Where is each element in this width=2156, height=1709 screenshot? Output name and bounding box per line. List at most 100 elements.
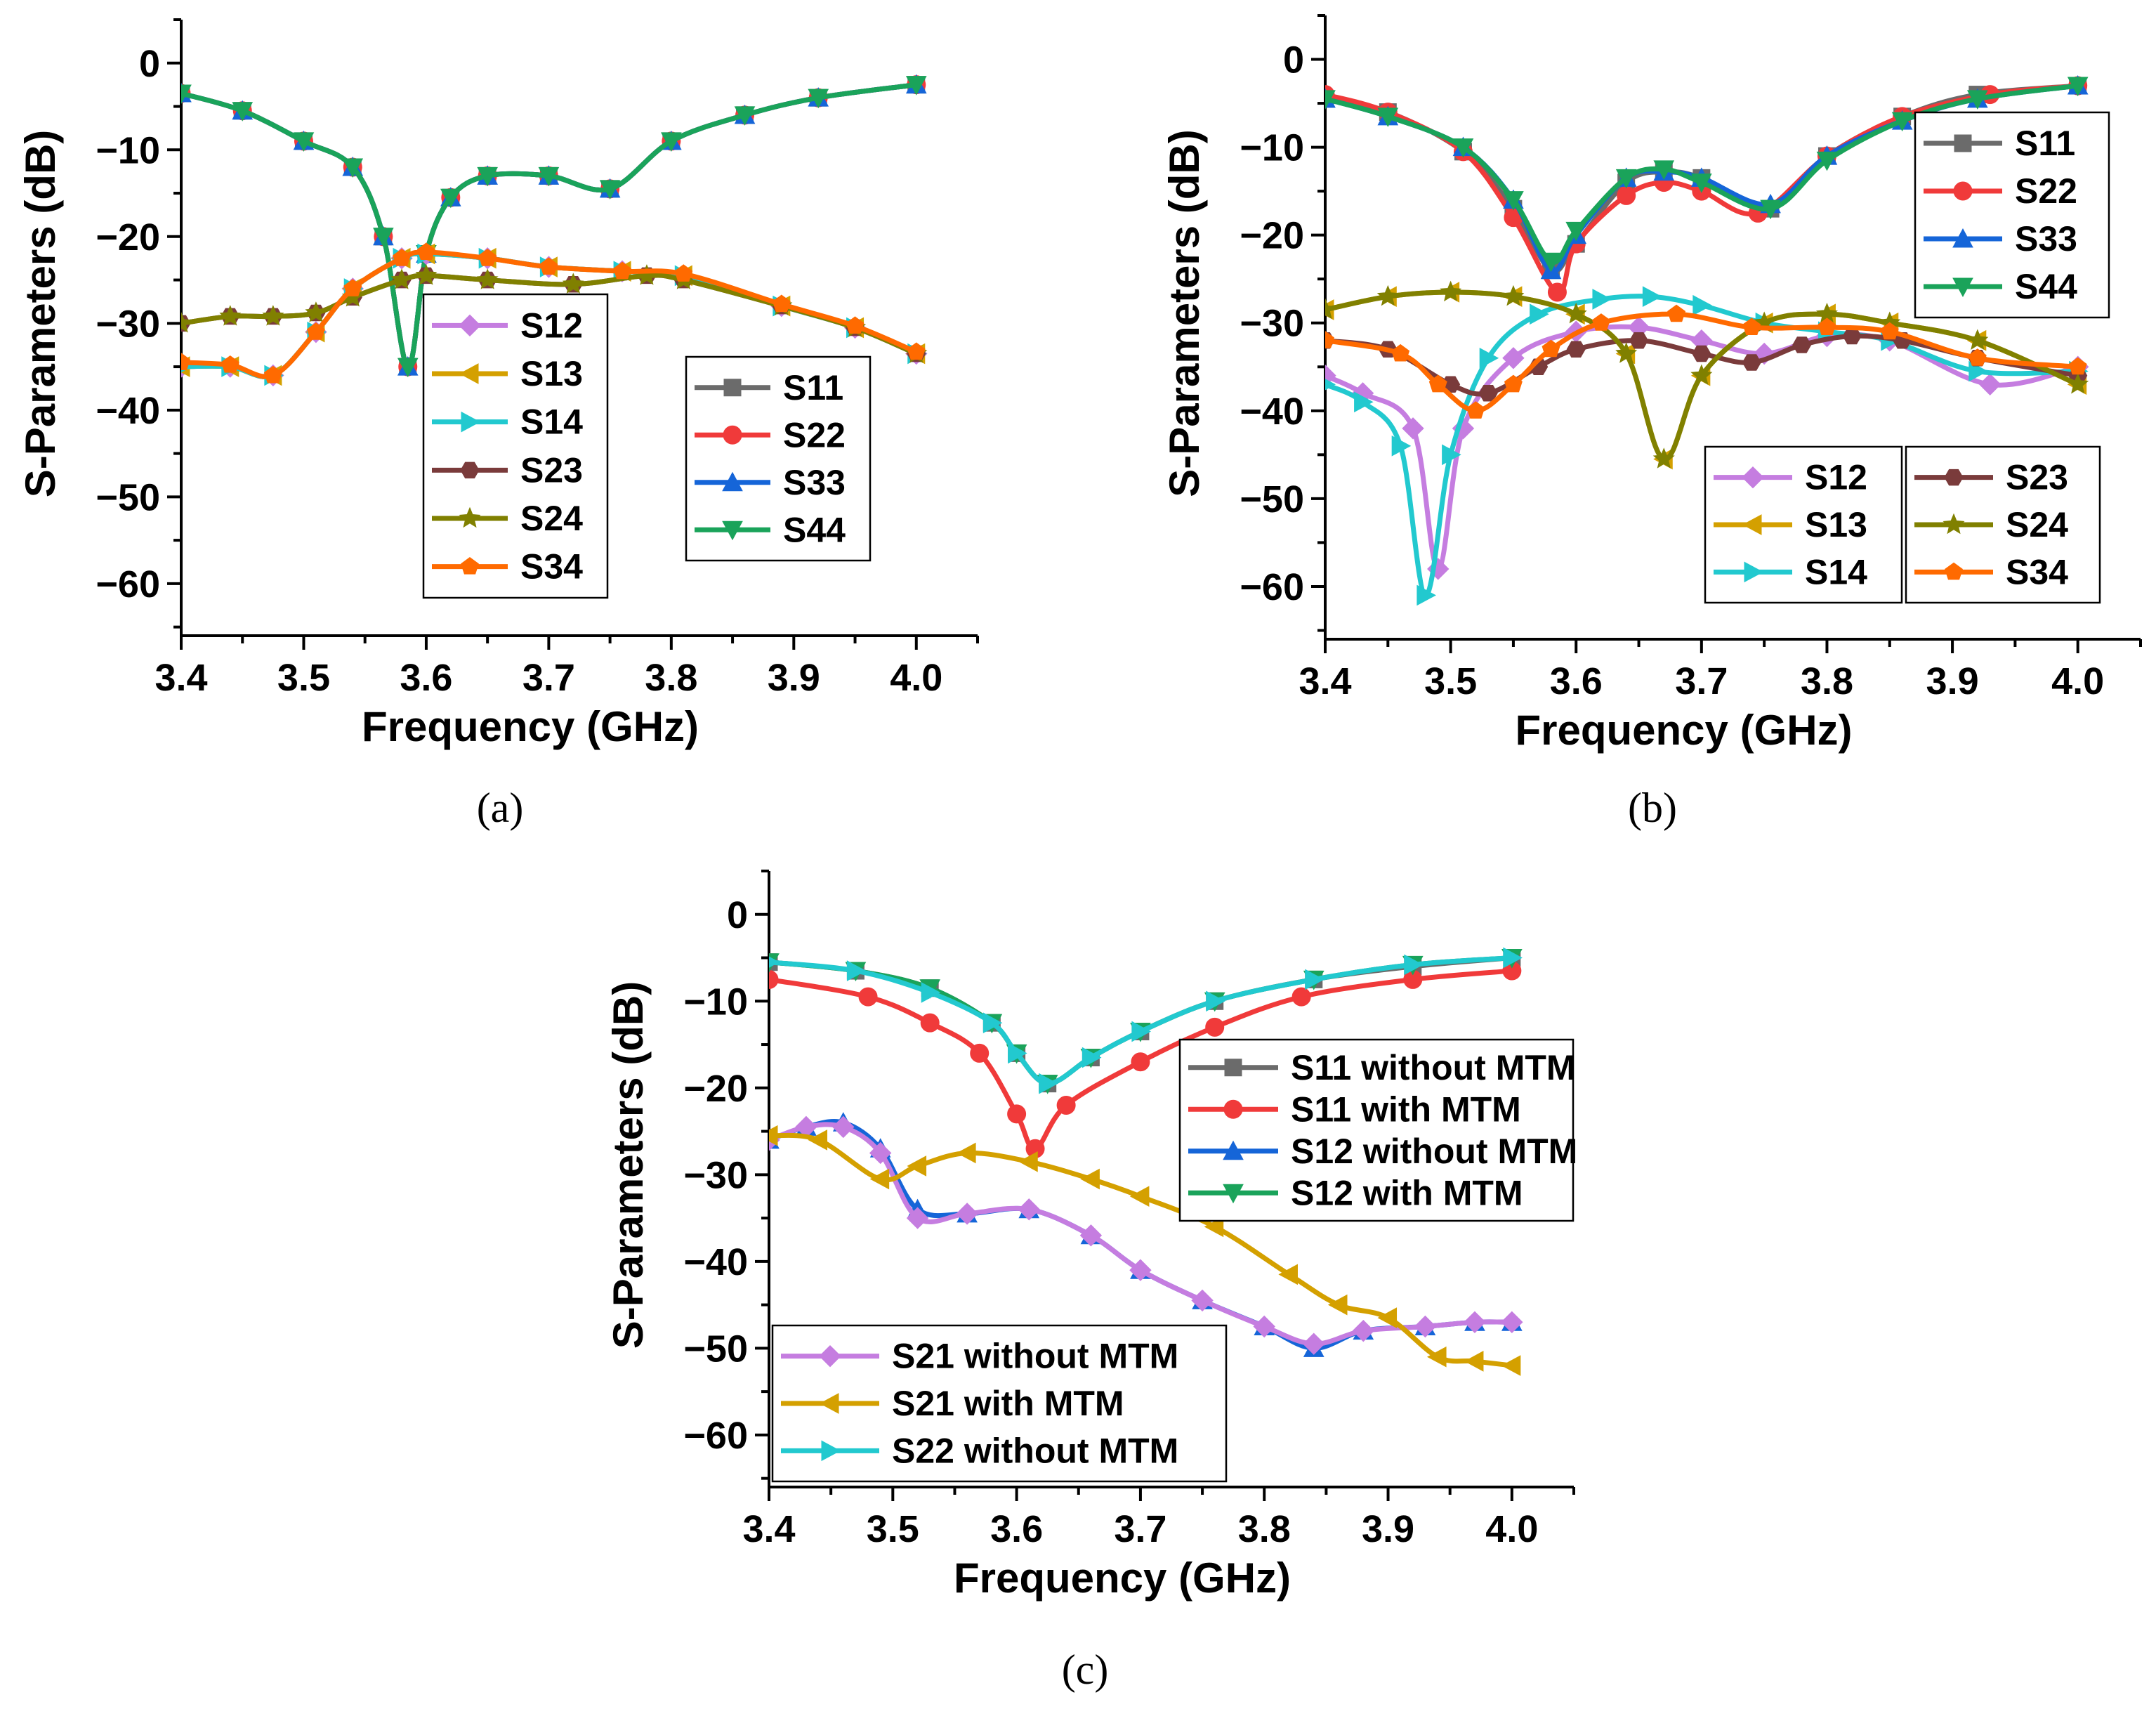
- legend-label: S12: [520, 306, 583, 345]
- data-point: [1880, 322, 1899, 340]
- series-s22-without-mtm: [769, 947, 1523, 1094]
- data-point: [1615, 342, 1638, 363]
- data-point: [1191, 1289, 1214, 1312]
- data-point: [221, 355, 239, 373]
- data-point: [1131, 1021, 1151, 1042]
- data-point: [1376, 284, 1399, 306]
- legend-label: S23: [2006, 458, 2068, 497]
- legend-swatch-marker: [1742, 514, 1762, 535]
- legend-swatch-marker: [460, 461, 480, 479]
- data-point: [956, 1203, 978, 1225]
- legend-swatch-marker: [461, 557, 479, 575]
- data-point: [905, 76, 927, 96]
- y-tick-label: −40: [1240, 391, 1304, 433]
- legend-label: S12 with MTM: [1291, 1173, 1523, 1212]
- data-point: [1080, 1168, 1100, 1190]
- data-point: [808, 1129, 828, 1151]
- legend-label: S11 with MTM: [1291, 1089, 1521, 1129]
- x-tick-label: 3.6: [1550, 660, 1603, 702]
- legend-label: S21 with MTM: [892, 1384, 1124, 1423]
- data-point: [1204, 1216, 1224, 1238]
- data-point: [1325, 90, 1336, 110]
- series-s11-with-mtm: [769, 961, 1522, 1158]
- series-s44: [1325, 77, 2089, 273]
- data-point: [1547, 282, 1567, 302]
- legend: S12 S13 S14: [1704, 445, 1903, 604]
- data-point: [1018, 1151, 1038, 1172]
- legend-label: S33: [2015, 219, 2077, 258]
- plot-area: [181, 74, 928, 387]
- x-tick-label: 4.0: [890, 657, 942, 699]
- data-point: [734, 106, 756, 126]
- data-point: [1305, 969, 1325, 990]
- data-point: [846, 960, 867, 981]
- legend-box: [685, 355, 872, 562]
- y-axis-title: S-Parameters (dB): [17, 130, 64, 498]
- data-point: [1466, 401, 1485, 419]
- chart-a: 3.4 3.5 3.6 3.7 3.8 3.9 4.0 0 −10 −20 −30 −40 −50 −60…: [17, 18, 979, 750]
- data-point: [1464, 1311, 1486, 1334]
- data-point: [1352, 1319, 1374, 1342]
- data-point: [1503, 947, 1523, 969]
- y-tick-label: −40: [96, 390, 160, 432]
- data-point: [1278, 1264, 1298, 1285]
- data-point: [1325, 298, 1336, 320]
- chart-b: 3.4 3.5 3.6 3.7 3.8 3.9 4.0 0 −10 −20 −30 −40 −50 −60…: [1161, 14, 2142, 754]
- legend-box: [1914, 111, 2110, 319]
- data-point: [1978, 373, 2001, 396]
- data-point: [1504, 374, 1523, 393]
- legend-swatch-marker: [821, 1440, 841, 1462]
- legend-swatch-marker: [1944, 469, 1964, 486]
- data-point: [599, 180, 621, 199]
- data-point: [1206, 990, 1225, 1012]
- data-point: [415, 264, 438, 285]
- data-point: [1082, 1047, 1102, 1068]
- data-point: [769, 956, 780, 968]
- data-point: [293, 132, 315, 152]
- data-point: [1667, 304, 1686, 322]
- legend-label: S14: [1805, 552, 1867, 591]
- data-point: [478, 249, 497, 266]
- caption-c: (c): [1062, 1646, 1109, 1693]
- data-point: [674, 264, 693, 282]
- data-point: [1816, 151, 1838, 171]
- data-point: [661, 132, 682, 152]
- legend-swatch-marker: [1954, 134, 1972, 152]
- data-point: [181, 84, 192, 105]
- data-point: [1377, 107, 1399, 127]
- legend-label: S44: [783, 510, 846, 549]
- y-axis-title: S-Parameters (dB): [1161, 129, 1208, 497]
- series-line: [1325, 311, 2081, 414]
- y-tick-label: −20: [1240, 215, 1304, 257]
- data-point: [869, 1168, 890, 1190]
- data-point: [232, 102, 254, 122]
- data-point: [920, 1013, 940, 1033]
- legend-label: S22: [783, 415, 846, 454]
- y-tick-label: −60: [1240, 566, 1304, 608]
- legend-swatch-marker: [1223, 1099, 1243, 1119]
- series-line: [181, 82, 919, 369]
- legend: S11 S22 S33 S44: [1914, 111, 2110, 319]
- data-point: [1615, 169, 1637, 189]
- legend-swatch-marker: [461, 411, 481, 433]
- legend-label: S22: [2015, 171, 2077, 211]
- data-point: [1129, 1186, 1150, 1207]
- y-tick-label: −10: [96, 129, 160, 171]
- data-point: [373, 228, 394, 247]
- legend-swatch-marker: [1953, 181, 1973, 201]
- data-point: [1540, 252, 1562, 273]
- data-point: [562, 273, 584, 294]
- data-point: [416, 242, 435, 261]
- data-point: [1530, 303, 1549, 325]
- x-axis-title: Frequency (GHz): [954, 1554, 1291, 1602]
- legend: S11 S22 S33 S44: [685, 355, 872, 562]
- data-point: [2067, 77, 2089, 97]
- data-point: [1442, 444, 1461, 466]
- legend-swatch-marker: [459, 363, 479, 384]
- data-point: [306, 322, 325, 340]
- data-point: [1377, 1307, 1398, 1328]
- legend-swatch-marker: [459, 506, 481, 528]
- data-point: [1542, 339, 1560, 358]
- data-point: [1404, 954, 1424, 976]
